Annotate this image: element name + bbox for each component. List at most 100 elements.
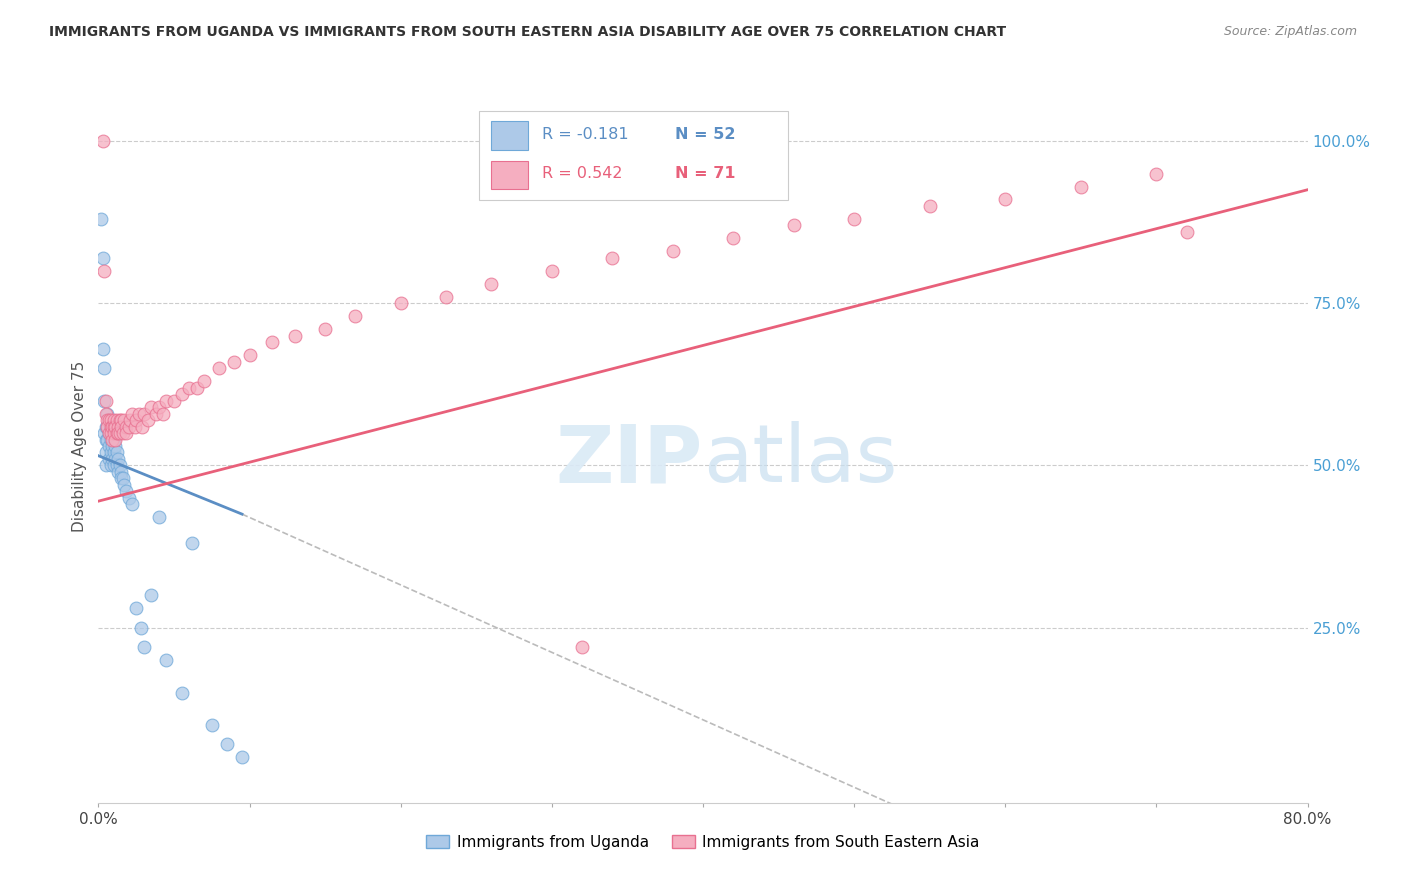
Point — [101, 439, 124, 453]
Point — [103, 433, 125, 447]
Point — [239, 348, 262, 362]
Point — [110, 465, 132, 479]
Point — [98, 413, 121, 427]
Point — [108, 458, 131, 473]
Point — [91, 134, 114, 148]
Point — [148, 400, 170, 414]
Point — [201, 718, 224, 732]
Point — [181, 536, 204, 550]
Point — [114, 425, 136, 440]
Point — [93, 425, 115, 440]
Point — [783, 219, 806, 233]
Point — [602, 251, 624, 265]
Point — [129, 621, 152, 635]
Point — [111, 471, 134, 485]
Point — [107, 452, 129, 467]
Point — [104, 452, 127, 467]
Point — [98, 452, 121, 467]
Point — [98, 425, 121, 440]
Point — [94, 393, 117, 408]
Point — [103, 419, 125, 434]
Point — [104, 433, 127, 447]
Point — [101, 419, 124, 434]
Point — [170, 685, 193, 699]
Point — [231, 750, 253, 764]
Point — [108, 413, 131, 427]
Point — [100, 445, 122, 459]
Point — [103, 413, 125, 427]
Point — [105, 445, 128, 459]
Point — [93, 361, 115, 376]
Point — [148, 510, 170, 524]
Point — [96, 433, 118, 447]
Point — [118, 419, 141, 434]
Point — [110, 419, 132, 434]
Point — [125, 413, 148, 427]
Point — [121, 497, 143, 511]
Point — [104, 439, 127, 453]
Point — [481, 277, 503, 291]
Point — [994, 193, 1017, 207]
Point — [100, 413, 122, 427]
FancyBboxPatch shape — [479, 111, 787, 200]
Text: N = 52: N = 52 — [675, 127, 735, 142]
Point — [186, 381, 208, 395]
Point — [314, 322, 336, 336]
Point — [723, 231, 745, 245]
Point — [844, 211, 866, 226]
Point — [215, 738, 238, 752]
Point — [105, 458, 128, 473]
Legend: Immigrants from Uganda, Immigrants from South Eastern Asia: Immigrants from Uganda, Immigrants from … — [420, 829, 986, 855]
Point — [94, 433, 117, 447]
Point — [91, 342, 114, 356]
Point — [193, 374, 215, 388]
Point — [1070, 179, 1092, 194]
Point — [145, 407, 167, 421]
Point — [112, 478, 135, 492]
Point — [540, 264, 562, 278]
Point — [93, 264, 115, 278]
Point — [104, 419, 127, 434]
Point — [179, 381, 201, 395]
Point — [96, 419, 118, 434]
Text: ZIP: ZIP — [555, 421, 703, 500]
Point — [132, 640, 155, 654]
Point — [262, 335, 284, 350]
Point — [155, 653, 177, 667]
Point — [141, 588, 163, 602]
Point — [103, 445, 125, 459]
Point — [152, 407, 174, 421]
Point — [571, 640, 593, 654]
Text: N = 71: N = 71 — [675, 166, 735, 181]
Point — [1175, 225, 1198, 239]
Point — [118, 491, 141, 505]
Point — [170, 387, 193, 401]
Point — [93, 393, 115, 408]
Point — [103, 458, 125, 473]
Point — [224, 354, 246, 368]
Point — [121, 407, 143, 421]
Point — [110, 471, 132, 485]
Point — [101, 452, 124, 467]
Text: R = -0.181: R = -0.181 — [543, 127, 628, 142]
Point — [96, 413, 118, 427]
Point — [98, 413, 121, 427]
Point — [136, 413, 159, 427]
Point — [132, 407, 155, 421]
Point — [91, 251, 114, 265]
Point — [110, 413, 132, 427]
Point — [131, 419, 153, 434]
Point — [107, 419, 129, 434]
Point — [100, 433, 122, 447]
Text: atlas: atlas — [703, 421, 897, 500]
Point — [101, 433, 124, 447]
Point — [100, 419, 122, 434]
Point — [105, 425, 128, 440]
Point — [125, 601, 148, 615]
Point — [434, 290, 457, 304]
Text: R = 0.542: R = 0.542 — [543, 166, 623, 181]
Point — [103, 425, 125, 440]
Point — [344, 310, 367, 324]
Point — [661, 244, 683, 259]
Point — [98, 425, 121, 440]
